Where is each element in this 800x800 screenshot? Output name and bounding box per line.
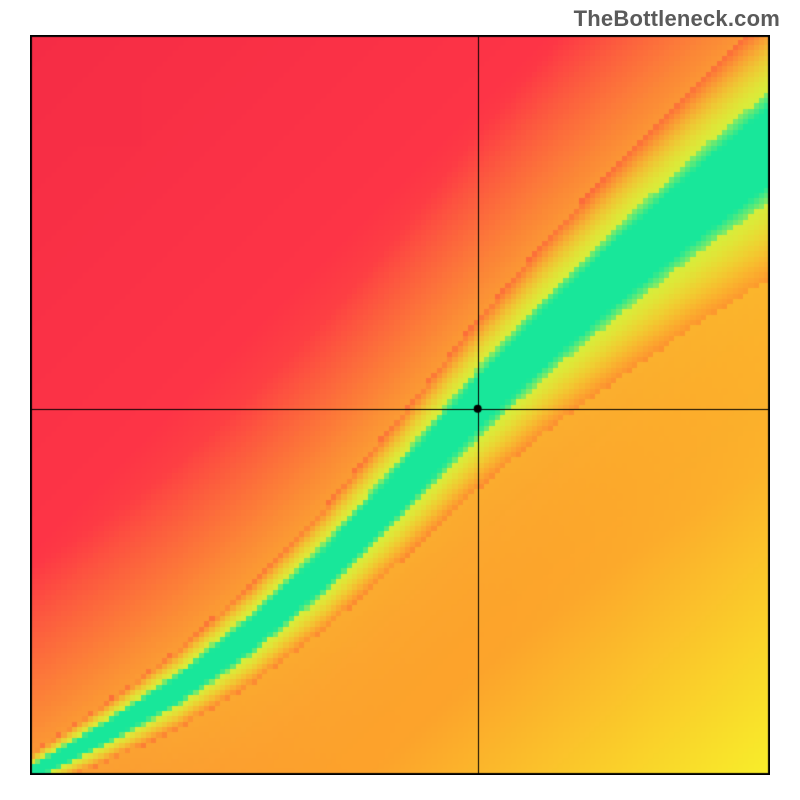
chart-container: TheBottleneck.com <box>0 0 800 800</box>
watermark-text: TheBottleneck.com <box>574 6 780 32</box>
bottleneck-heatmap <box>30 35 770 775</box>
